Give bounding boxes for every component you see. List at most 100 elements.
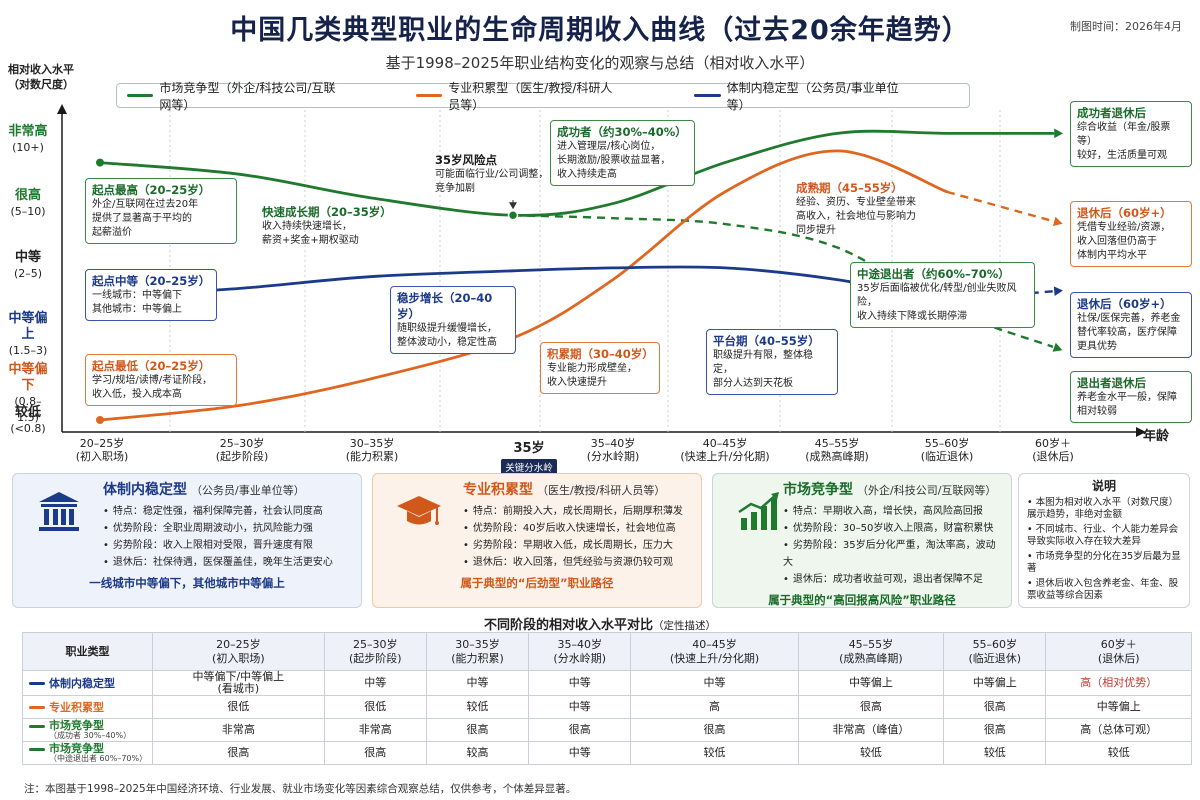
table-header-cell: 60岁＋ (退休后) xyxy=(1045,632,1192,671)
table-header-cell: 职业类型 xyxy=(22,632,153,671)
footnote: 注：本图基于1998–2025年中国经济环境、行业发展、就业市场变化等因素综合观… xyxy=(24,783,577,795)
table-cell: 很高 xyxy=(323,741,427,765)
y-axis-arrow xyxy=(57,104,67,114)
row-color-swatch xyxy=(29,706,45,709)
row-color-swatch xyxy=(29,724,45,728)
notes-title: 说明 xyxy=(1091,479,1116,493)
table-header-cell: 20–25岁 (初入职场) xyxy=(152,632,325,671)
y-level-name: 非常高 xyxy=(8,124,48,139)
row-name: 体制内稳定型 xyxy=(49,676,115,690)
table-row-head: 体制内稳定型 xyxy=(22,670,153,696)
table-cell: 很高 xyxy=(797,695,945,719)
card-professional: 专业积累型 （医生/教授/科研人员等） 特点：前期投入大，成长周期长，后期厚积薄… xyxy=(372,473,702,608)
y-level-medium: 中等 (2–5) xyxy=(6,250,50,282)
table-header-cell: 25–30岁 (起步阶段) xyxy=(323,632,427,671)
y-level-range: (<0.8) xyxy=(10,422,46,435)
row-name: 市场竞争型 xyxy=(49,742,104,755)
split-point-35 xyxy=(507,210,519,221)
table-cell: 中等偏上 xyxy=(797,670,945,696)
table-header-cell: 55–60岁 (临近退休) xyxy=(943,632,1047,671)
x-tick-35-tag: 关键分水岭 xyxy=(501,459,557,475)
header-stage: (起步阶段) xyxy=(348,651,402,665)
card-body: 特点：前期投入大，成长周期长，后期厚积薄发优势阶段：40岁后收入快速增长，社会地… xyxy=(383,503,691,571)
chart-legend: 市场竞争型（外企/科技公司/互联网等） 专业积累型（医生/教授/科研人员等） 体… xyxy=(116,81,970,112)
y-level-range: (1.5–3) xyxy=(8,344,48,357)
table-cell: 较高 xyxy=(425,741,530,765)
table-header-row: 职业类型 20–25岁 (初入职场) 25–30岁 (起步阶段) 30–35岁 (能力积累)… xyxy=(22,632,1192,671)
annotation-exit: 中途退出者（约60%–70%） 35岁后面临被优化/转型/创业失败风险， 收入持续下… xyxy=(850,262,1035,328)
table-cell: 很低 xyxy=(323,695,427,719)
header-stage: (能力积累) xyxy=(451,651,504,665)
series-start-dot-0 xyxy=(96,158,104,167)
y-level-low: 较低 (<0.8) xyxy=(6,405,50,437)
lifecycle-income-chart xyxy=(57,104,1146,437)
y-level-name: 中等偏上 xyxy=(8,311,48,342)
y-level-range: (10+) xyxy=(12,141,44,154)
series-arrow-3 xyxy=(1053,286,1063,296)
table-title: 不同阶段的相对收入水平对比（定性描述） xyxy=(0,614,1200,633)
x-tick-40-45: 40–45岁 (快速上升/分化期) xyxy=(680,437,770,463)
row-sub: （成功者 30%–40%） xyxy=(49,731,132,740)
y-level-range: (5–10) xyxy=(10,205,46,218)
x-axis-arrow xyxy=(1136,427,1146,437)
card-sub: （医生/教授/科研人员等） xyxy=(537,484,666,497)
header-stage: (成熟高峰期) xyxy=(839,651,903,665)
card-market: 市场竞争型 （外企/科技公司/互联网等） 特点：早期收入高，增长快，高风险高回报… xyxy=(712,473,1012,608)
annotation-market-start: 起点最高（20–25岁） 外企/互联网在过去20年 提供了显著高于平均的 起薪溢价 xyxy=(85,178,237,244)
card-foot: 一线城市中等偏下，其他城市中等偏上 xyxy=(89,576,285,590)
table-cell: 很高 xyxy=(943,718,1047,742)
annotation-mature: 成熟期（45–55岁） 经验、资历、专业壁垒带来 高收入，社会地位与影响力 同步提升 xyxy=(796,181,916,236)
legend-label-market: 市场竞争型（外企/科技公司/互联网等） xyxy=(159,80,336,112)
x-tick-60plus: 60岁＋ (退休后) xyxy=(1032,437,1074,463)
card-system: 体制内稳定型 （公务员/事业单位等） 特点：稳定性强，福利保障完善，社会认同度高… xyxy=(12,473,362,608)
note-item: 退休后收入包含养老金、年金、股票收益等综合因素 xyxy=(1027,578,1181,603)
table-header-cell: 30–35岁 (能力积累) xyxy=(425,632,530,671)
series-arrow-2 xyxy=(1052,216,1063,227)
card-title: 专业积累型 xyxy=(463,482,533,498)
x-tick-25-30: 25–30岁 (起步阶段) xyxy=(215,437,269,463)
card-head: 市场竞争型 （外企/科技公司/互联网等） xyxy=(723,482,1001,499)
y-axis-unit-line2: （对数尺度） xyxy=(8,78,74,91)
header-age: 职业类型 xyxy=(65,644,110,658)
table-row-head: 专业积累型 xyxy=(22,695,153,719)
table-cell: 较低 xyxy=(1045,741,1192,765)
header-age: 20–25岁 xyxy=(216,637,261,651)
series-arrow-1 xyxy=(1052,342,1063,352)
growth-chart-icon xyxy=(738,492,779,530)
table-row-head: 市场竞争型 （中途退出者 60%–70%） xyxy=(22,741,153,765)
table-cell: 中等 xyxy=(630,670,799,696)
table-cell: 非常高 xyxy=(323,718,427,742)
series-start-dot-2 xyxy=(96,416,104,424)
legend-swatch-market xyxy=(127,94,154,97)
series-line-0 xyxy=(98,129,1055,217)
y-level-lower-medium: 中等偏下 (0.8–1.5) xyxy=(6,362,50,426)
header-age: 30–35岁 xyxy=(455,637,500,651)
y-level-high: 很高 (5–10) xyxy=(6,188,50,220)
card-head: 专业积累型 （医生/教授/科研人员等） xyxy=(383,482,691,499)
annotation-system-steady: 稳步增长（20–40岁） 随职级提升缓慢增长， 整体波动小，稳定性高 xyxy=(390,286,516,354)
annotation-success-retire: 成功者退休后 综合收益（年金/股票等） 较好，生活质量可观 xyxy=(1070,101,1192,167)
legend-item-professional: 专业积累型（医生/教授/科研人员等） xyxy=(415,79,624,113)
graduation-cap-icon xyxy=(397,496,441,525)
x-tick-45-55: 45–55岁 (成熟高峰期) xyxy=(805,437,869,463)
y-axis-unit: 相对收入水平 （对数尺度） xyxy=(8,62,74,92)
header-stage: (退休后) xyxy=(1097,651,1140,665)
table-cell: 很高 xyxy=(152,741,325,765)
table-cell: 高 xyxy=(630,695,799,719)
y-level-range: (2–5) xyxy=(13,267,43,280)
card-head: 体制内稳定型 （公务员/事业单位等） xyxy=(23,482,351,499)
x-tick-30-35: 30–35岁 (能力积累) xyxy=(345,437,399,463)
table-title-desc: （定性描述） xyxy=(653,620,716,632)
row-sub: （中途退出者 60%–70%） xyxy=(49,754,148,763)
table-cell: 很高 xyxy=(528,718,632,742)
x-tick-35-label: 35岁 xyxy=(513,441,545,456)
header-stage: (快速上升/分化期) xyxy=(669,651,760,665)
table-cell: 中等 xyxy=(425,670,530,696)
x-tick-20-25: 20–25岁 (初入职场) xyxy=(75,437,129,463)
series-line-2 xyxy=(98,149,949,422)
card-title: 市场竞争型 xyxy=(783,482,853,498)
series-line-3 xyxy=(98,265,949,302)
x-tick-55-60: 55–60岁 (临近退休) xyxy=(920,437,974,463)
comparison-table: 职业类型 20–25岁 (初入职场) 25–30岁 (起步阶段) 30–35岁 (能力积累)… xyxy=(22,632,1192,765)
x-tick-35-key: 35岁 关键分水岭 xyxy=(500,437,558,475)
